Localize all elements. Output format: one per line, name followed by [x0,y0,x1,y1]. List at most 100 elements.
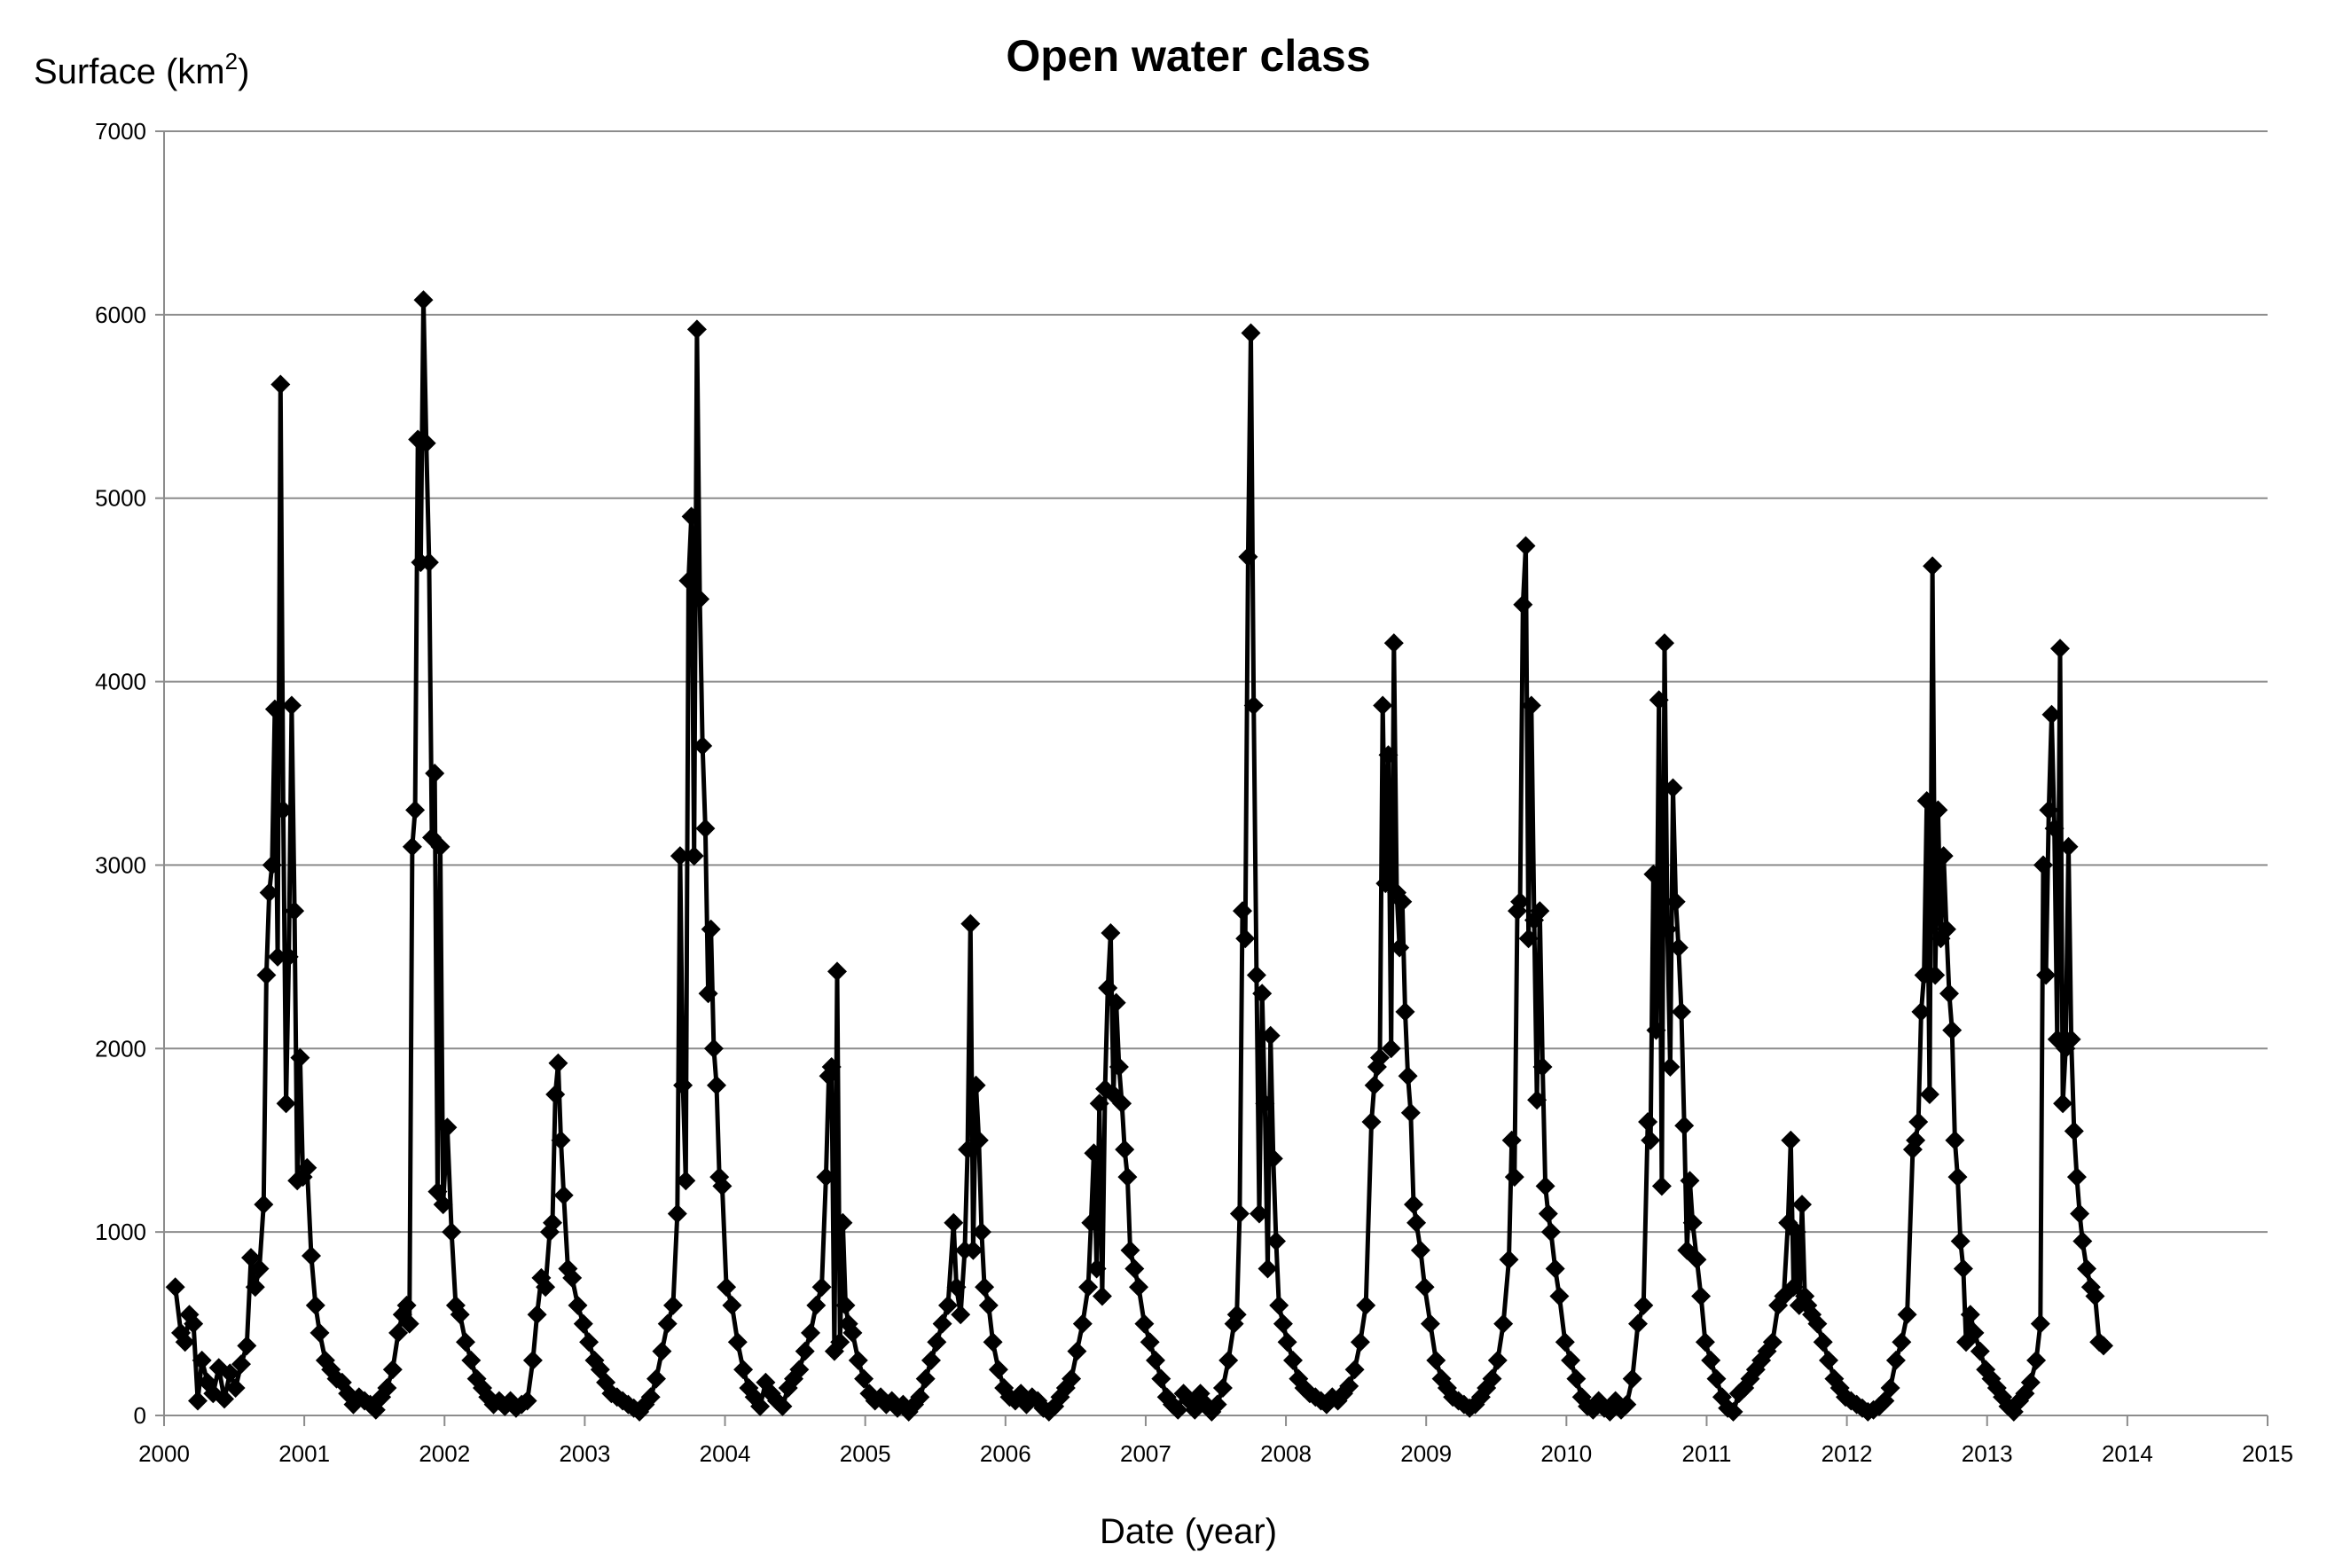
data-point [220,1363,240,1384]
data-point [854,1368,874,1389]
data-point [1532,1057,1553,1077]
x-tick-labels: 2000 2001 2002 2003 2004 2005 2006 2007 2008 2009… [138,1440,2293,1467]
data-point [1518,929,1539,949]
data-point [2044,819,2065,839]
x-tick-label: 2012 [1822,1440,1873,1467]
data-point [1273,1313,1293,1334]
data-point [795,1341,815,1361]
data-point [789,1360,810,1380]
data-point [1218,1350,1239,1370]
data-point [545,1085,566,1104]
data-point [1783,1277,1804,1298]
data-point [1072,1313,1093,1334]
data-point [1916,791,1937,811]
data-point [256,965,277,985]
data-point [1566,1368,1587,1389]
data-point [442,1222,462,1243]
data-point [1263,1149,1283,1169]
data-point [1395,1001,1415,1022]
data-point [1691,1286,1712,1306]
data-point [270,374,291,395]
y-tick-label: 2000 [95,1035,146,1062]
data-point [416,433,436,453]
data-point [290,1047,310,1068]
data-point [1964,1322,1985,1343]
data-point [1246,965,1266,985]
data-point [1945,1130,1965,1150]
data-point [1634,1295,1654,1315]
data-point [1540,1222,1561,1243]
data-point [273,800,294,820]
data-point [821,1057,842,1077]
data-point [2039,800,2059,820]
data-point [1487,1350,1508,1370]
data-point [1687,1250,1707,1270]
data-point [562,1267,583,1288]
data-point [1229,1203,1250,1224]
data-point [548,1053,568,1073]
data-point [2066,1167,2087,1188]
y-axis-label-main: Surface (km [34,52,225,91]
data-point [676,1171,696,1191]
data-point [192,1350,212,1370]
y-tick-label: 1000 [95,1219,146,1245]
data-point [750,1396,771,1416]
data-point [309,1322,330,1343]
x-tick-label: 2000 [138,1440,190,1467]
data-point [377,1378,397,1398]
data-point [1235,929,1256,949]
data-point [1622,1368,1642,1389]
data-point [278,946,299,967]
data-point [1641,1130,1661,1150]
data-point [1112,1094,1132,1114]
data-point [944,1212,964,1233]
data-point [695,819,716,839]
data-point [1649,690,1669,710]
data-point [1695,1332,1715,1352]
data-point [1493,1313,1514,1334]
data-point [1762,1332,1782,1352]
data-point [396,1295,417,1315]
data-point [727,1332,748,1352]
data-point [1672,1001,1691,1022]
data-point [1668,937,1688,958]
data-point [245,1277,265,1298]
data-point [1646,1020,1666,1040]
x-tick-label: 2003 [559,1440,610,1467]
data-point [2020,1372,2041,1392]
data-point [833,1212,853,1233]
y-tick-label: 4000 [95,669,146,695]
data-point [450,1305,470,1325]
x-tick-label: 2008 [1260,1440,1312,1467]
x-tick-label: 2011 [1682,1440,1732,1467]
data-point [1928,800,1948,820]
data-point [816,1167,836,1188]
data-point [1106,992,1126,1013]
data-point [1723,1401,1743,1422]
data-point [1530,901,1550,921]
data-point [960,913,981,934]
data-point [1364,1075,1384,1095]
data-point [543,1212,562,1233]
data-point [399,1313,419,1334]
data-point [1892,1332,1912,1352]
data-point [1151,1368,1171,1389]
data-point [1092,1286,1112,1306]
y-tick-label: 5000 [95,485,146,512]
data-point [1212,1378,1233,1398]
data-point [527,1305,547,1325]
data-point [1510,891,1531,912]
data-point [946,1277,967,1298]
data-point [1339,1376,1359,1396]
data-point [2072,1231,2093,1251]
data-point [1807,1313,1828,1334]
data-point [1960,1305,1980,1325]
data-point [827,961,847,982]
data-point [772,1396,793,1416]
data-point [1880,1378,1900,1398]
data-point [667,1203,687,1224]
data-point [1911,1001,1931,1022]
data-point [1516,536,1536,556]
data-point [231,1354,251,1375]
data-point [1255,1094,1275,1114]
